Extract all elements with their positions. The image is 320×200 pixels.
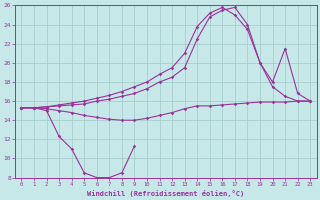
X-axis label: Windchill (Refroidissement éolien,°C): Windchill (Refroidissement éolien,°C) — [87, 190, 244, 197]
